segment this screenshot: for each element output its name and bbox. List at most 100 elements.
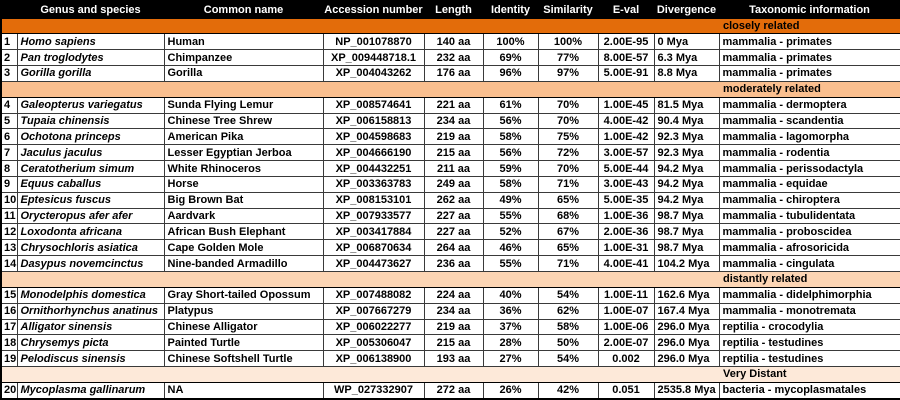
cell-divergence: 94.2 Mya xyxy=(653,191,720,209)
cell-identity: 40% xyxy=(482,286,539,304)
cell-similarity: 71% xyxy=(537,255,599,272)
cell-divergence: 98.7 Mya xyxy=(653,223,720,241)
cell-identity: 59% xyxy=(482,160,539,177)
cell-length: 176 aa xyxy=(423,65,484,82)
cell-row-number: 19 xyxy=(0,350,18,368)
cell-accession-number: XP_006138900 xyxy=(322,350,425,368)
cell-e-val: 8.00E-57 xyxy=(597,49,655,67)
cell-common-name: Lesser Egyptian Jerboa xyxy=(163,144,324,162)
cell-row-number: 6 xyxy=(0,128,18,146)
cell-common-name: Chinese Alligator xyxy=(163,318,324,336)
cell-e-val: 1.00E-07 xyxy=(597,302,655,320)
cell-row-number: 11 xyxy=(0,207,18,225)
cell-identity: 58% xyxy=(482,128,539,146)
cell-taxonomic-info: mammalia - rodentia xyxy=(718,144,900,162)
cell-length: 215 aa xyxy=(423,334,484,352)
table-row: 6 Ochotona princeps American Pika XP_004598… xyxy=(0,128,900,146)
cell-length: 227 aa xyxy=(423,207,484,225)
cell-common-name: Cape Golden Mole xyxy=(163,239,324,257)
cell-length: 219 aa xyxy=(423,318,484,336)
column-header-divergence: Divergence xyxy=(654,1,719,18)
cell-length: 234 aa xyxy=(423,302,484,320)
cell-taxonomic-info: mammalia - afrosoricida xyxy=(718,239,900,257)
table-row: 18 Chrysemys picta Painted Turtle XP_005306… xyxy=(0,334,900,352)
cell-genus-species: Monodelphis domestica xyxy=(16,286,165,304)
cell-identity: 26% xyxy=(482,381,539,400)
table-row: 16 Ornithorhynchus anatinus Platypus XP_007… xyxy=(0,302,900,320)
cell-row-number: 4 xyxy=(0,96,18,114)
cell-e-val: 0.051 xyxy=(597,381,655,400)
cell-identity: 27% xyxy=(482,350,539,368)
table-row: 13 Chrysochloris asiatica Cape Golden Mole… xyxy=(0,239,900,257)
cell-identity: 46% xyxy=(482,239,539,257)
column-header-taxonomic-info: Taxonomic information xyxy=(719,1,900,18)
cell-divergence: 94.2 Mya xyxy=(653,175,720,193)
cell-genus-species: Pan troglodytes xyxy=(16,49,165,67)
cell-accession-number: XP_004666190 xyxy=(322,144,425,162)
cell-length: 215 aa xyxy=(423,144,484,162)
column-header-common-name: Common name xyxy=(164,1,323,18)
cell-accession-number: XP_008153101 xyxy=(322,191,425,209)
cell-genus-species: Ceratotherium simum xyxy=(16,160,165,177)
cell-accession-number: XP_003417884 xyxy=(322,223,425,241)
table-row: 1 Homo sapiens Human NP_001078870 140 aa 100%… xyxy=(0,33,900,51)
cell-divergence: 6.3 Mya xyxy=(653,49,720,67)
cell-similarity: 42% xyxy=(537,381,599,400)
cell-row-number: 8 xyxy=(0,160,18,177)
cell-genus-species: Eptesicus fuscus xyxy=(16,191,165,209)
cell-e-val: 3.00E-43 xyxy=(597,175,655,193)
section-band: moderately related xyxy=(1,80,900,98)
cell-divergence: 98.7 Mya xyxy=(653,239,720,257)
cell-similarity: 70% xyxy=(537,160,599,177)
cell-common-name: Sunda Flying Lemur xyxy=(163,96,324,114)
cell-taxonomic-info: mammalia - perissodactyla xyxy=(718,160,900,177)
cell-taxonomic-info: mammalia - cingulata xyxy=(718,255,900,272)
cell-genus-species: Pelodiscus sinensis xyxy=(16,350,165,368)
cell-row-number: 7 xyxy=(0,144,18,162)
cell-genus-species: Orycteropus afer afer xyxy=(16,207,165,225)
table-row: 3 Gorilla gorilla Gorilla XP_004043262 176 a… xyxy=(0,65,900,82)
cell-row-number: 18 xyxy=(0,334,18,352)
cell-accession-number: XP_004043262 xyxy=(322,65,425,82)
cell-common-name: White Rhinoceros xyxy=(163,160,324,177)
cell-length: 272 aa xyxy=(423,381,484,400)
cell-accession-number: XP_008574641 xyxy=(322,96,425,114)
cell-identity: 100% xyxy=(482,33,539,51)
cell-common-name: NA xyxy=(163,381,324,400)
cell-length: 262 aa xyxy=(423,191,484,209)
cell-identity: 58% xyxy=(482,175,539,193)
cell-identity: 61% xyxy=(482,96,539,114)
cell-accession-number: XP_004598683 xyxy=(322,128,425,146)
table-row: 12 Loxodonta africana African Bush Elephan… xyxy=(0,223,900,241)
cell-accession-number: XP_006870634 xyxy=(322,239,425,257)
cell-common-name: Painted Turtle xyxy=(163,334,324,352)
cell-similarity: 72% xyxy=(537,144,599,162)
cell-divergence: 167.4 Mya xyxy=(653,302,720,320)
cell-length: 227 aa xyxy=(423,223,484,241)
cell-length: 224 aa xyxy=(423,286,484,304)
cell-taxonomic-info: mammalia - lagomorpha xyxy=(718,128,900,146)
cell-common-name: Nine-banded Armadillo xyxy=(163,255,324,272)
cell-taxonomic-info: reptilia - testudines xyxy=(718,350,900,368)
cell-common-name: Gorilla xyxy=(163,65,324,82)
cell-common-name: Big Brown Bat xyxy=(163,191,324,209)
cell-length: 236 aa xyxy=(423,255,484,272)
cell-accession-number: XP_007667279 xyxy=(322,302,425,320)
cell-similarity: 50% xyxy=(537,334,599,352)
cell-genus-species: Chrysochloris asiatica xyxy=(16,239,165,257)
cell-identity: 55% xyxy=(482,255,539,272)
section-band: distantly related xyxy=(1,271,900,288)
cell-taxonomic-info: mammalia - proboscidea xyxy=(718,223,900,241)
cell-similarity: 62% xyxy=(537,302,599,320)
table-row: 10 Eptesicus fuscus Big Brown Bat XP_008153… xyxy=(0,191,900,209)
cell-length: 234 aa xyxy=(423,112,484,130)
cell-taxonomic-info: mammalia - dermoptera xyxy=(718,96,900,114)
cell-taxonomic-info: reptilia - crocodylia xyxy=(718,318,900,336)
cell-genus-species: Ochotona princeps xyxy=(16,128,165,146)
cell-taxonomic-info: mammalia - equidae xyxy=(718,175,900,193)
cell-similarity: 68% xyxy=(537,207,599,225)
table-row: 2 Pan troglodytes Chimpanzee XP_009448718.1… xyxy=(0,49,900,67)
cell-genus-species: Loxodonta africana xyxy=(16,223,165,241)
section-label: closely related xyxy=(723,19,800,32)
cell-taxonomic-info: bacteria - mycoplasmatales xyxy=(718,381,900,400)
